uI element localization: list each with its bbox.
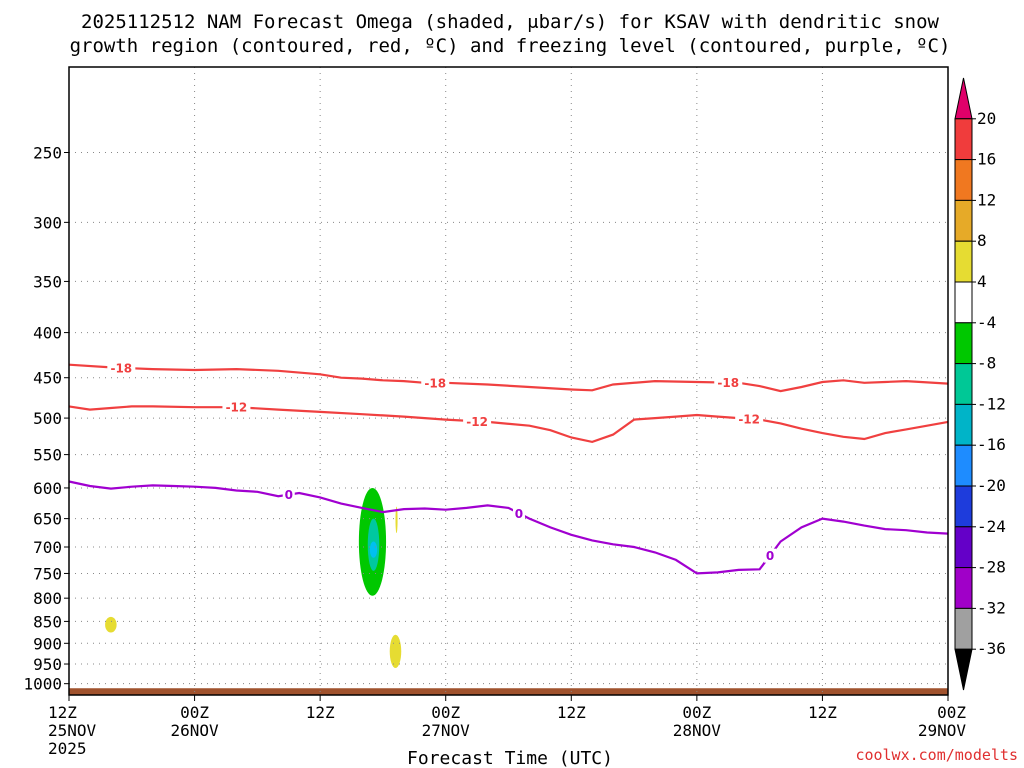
colorbar-label: 20 <box>977 109 996 128</box>
colorbar-label: -8 <box>977 354 996 373</box>
pressure-label-750: 750 <box>33 564 62 583</box>
contour-label-minus-18C: -18 <box>717 376 739 390</box>
colorbar-label: 8 <box>977 231 987 250</box>
colorbar-label: -36 <box>977 639 1006 658</box>
time-label-84-2: 29NOV <box>918 721 967 740</box>
ground-layer <box>69 688 948 695</box>
colorbar: 20 16 12 8 4 -4 -8 -12 -16 -20 -24 -28 -32 -36 <box>954 77 1006 691</box>
contour-label-freezing-level-0C: 0 <box>515 507 523 521</box>
time-label-0-3: 2025 <box>48 739 87 758</box>
pressure-label-800: 800 <box>33 589 62 608</box>
contour-label-bg <box>512 506 525 521</box>
contour-label-bg <box>421 375 450 390</box>
contour-label-bg <box>463 414 492 429</box>
contour-label-freezing-level-0C: 0 <box>285 488 293 502</box>
time-label-84-1: 00Z <box>937 703 966 722</box>
pressure-label-500: 500 <box>33 409 62 428</box>
contour-label-minus-12C: -12 <box>738 412 760 426</box>
colorbar-segment <box>954 363 973 405</box>
time-label-60-2: 28NOV <box>673 721 722 740</box>
contour-label-bg <box>282 487 295 502</box>
pressure-label-550: 550 <box>33 446 62 465</box>
colorbar-segment <box>954 159 973 201</box>
pressure-label-900: 900 <box>33 634 62 653</box>
contour-label-freezing-level-0C: 0 <box>766 549 774 563</box>
contour-label-bg <box>764 548 777 563</box>
omega-shading <box>105 487 402 669</box>
contour-label-minus-18C: -18 <box>424 376 446 390</box>
x-axis-label: Forecast Time (UTC) <box>407 748 613 768</box>
title-line-1: 2025112512 NAM Forecast Omega (shaded, μ… <box>81 11 939 33</box>
colorbar-segment <box>954 567 973 609</box>
pressure-label-850: 850 <box>33 612 62 631</box>
pressure-label-250: 250 <box>33 143 62 162</box>
colorbar-segment <box>954 118 973 161</box>
time-label-36-1: 00Z <box>431 703 460 722</box>
colorbar-top-arrow <box>954 77 973 120</box>
pressure-label-600: 600 <box>33 479 62 498</box>
colorbar-segment <box>954 526 973 569</box>
time-label-36-2: 27NOV <box>422 721 471 740</box>
pressure-label-1000: 1000 <box>23 675 62 694</box>
colorbar-label: -12 <box>977 394 1006 413</box>
colorbar-label: -32 <box>977 598 1006 617</box>
pressure-label-400: 400 <box>33 324 62 343</box>
pressure-label-300: 300 <box>33 213 62 232</box>
contour-lines: -18 -18 -18 -12 -12 -12 0 0 0 <box>68 360 949 575</box>
colorbar-segment <box>954 199 973 242</box>
ground-bar <box>69 688 948 695</box>
colorbar-segment <box>954 607 973 650</box>
contour-freezing-level-0C <box>68 480 949 575</box>
time-label-72-1: 12Z <box>808 703 837 722</box>
contour-minus-18C <box>68 363 949 393</box>
gridlines <box>69 67 948 695</box>
colorbar-segment <box>954 485 973 528</box>
colorbar-label: 16 <box>977 150 996 169</box>
omega-yellow-near-850 <box>105 616 117 633</box>
colorbar-label: -16 <box>977 435 1006 454</box>
time-label-24-1: 12Z <box>306 703 335 722</box>
contour-label-bg <box>714 375 743 390</box>
colorbar-segment <box>954 444 973 487</box>
time-label-0-2: 25NOV <box>48 721 97 740</box>
colorbar-label: 12 <box>977 190 996 209</box>
omega-yellow-near-900 <box>389 634 402 669</box>
pressure-label-950: 950 <box>33 655 62 674</box>
colorbar-bottom-arrow <box>954 648 973 691</box>
contour-label-bg <box>222 400 251 415</box>
colorbar-label: -28 <box>977 558 1006 577</box>
contour-label-minus-12C: -12 <box>466 415 488 429</box>
plot-frame <box>68 66 949 696</box>
colorbar-segment <box>954 322 973 365</box>
contour-minus-12C <box>68 405 949 444</box>
colorbar-segment <box>954 281 973 324</box>
pressure-label-650: 650 <box>33 510 62 529</box>
time-label-12-2: 26NOV <box>170 721 219 740</box>
colorbar-label: -24 <box>977 517 1006 536</box>
chart-title: 2025112512 NAM Forecast Omega (shaded, μ… <box>70 11 951 57</box>
title-line-2: growth region (contoured, red, ºC) and f… <box>70 35 951 57</box>
omega-yellow-sliver <box>395 506 398 534</box>
colorbar-segment <box>954 240 973 283</box>
omega-cyan-inner <box>369 541 378 558</box>
contour-label-minus-12C: -12 <box>226 401 248 415</box>
colorbar-label: -20 <box>977 476 1006 495</box>
time-label-60-1: 00Z <box>682 703 711 722</box>
contour-label-bg <box>735 411 764 426</box>
credit-text: coolwx.com/modelts <box>855 746 1018 764</box>
pressure-label-350: 350 <box>33 272 62 291</box>
colorbar-label: 4 <box>977 272 987 291</box>
time-label-48-1: 12Z <box>557 703 586 722</box>
colorbar-label: -4 <box>977 313 996 332</box>
contour-label-minus-18C: -18 <box>110 361 132 375</box>
pressure-axis: 250 300 350 400 450 500 550 600 650 700 750 800 850 9… <box>23 143 69 694</box>
pressure-label-700: 700 <box>33 538 62 557</box>
contour-label-bg <box>107 360 136 375</box>
time-label-12-1: 00Z <box>180 703 209 722</box>
colorbar-segment <box>954 403 973 446</box>
pressure-label-450: 450 <box>33 369 62 388</box>
time-label-0-1: 12Z <box>48 703 77 722</box>
